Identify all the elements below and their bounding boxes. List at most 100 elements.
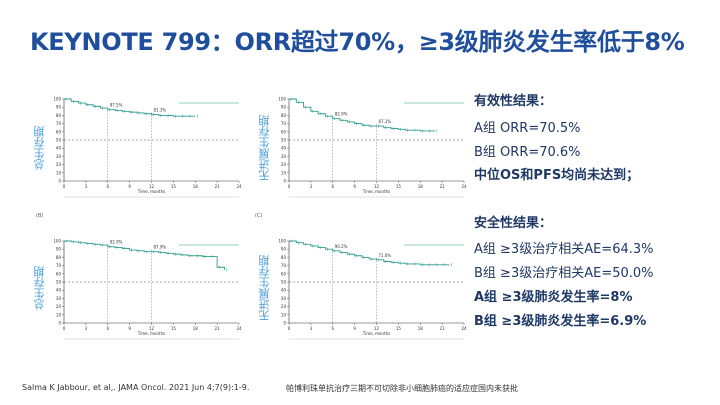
x-axis-title: Time, months <box>362 331 390 336</box>
landmark-label: 82.9% <box>335 112 348 117</box>
km-chart: 0 10 20 30 40 50 60 70 80 90 100 0 3 6 9 12 15 18 21 24 Time… <box>54 233 242 340</box>
x-tick-label: 0 <box>288 184 291 189</box>
x-tick-label: 15 <box>171 326 177 331</box>
y-tick-label: 40 <box>56 288 62 293</box>
y-tick-label: 90 <box>281 105 287 110</box>
y-tick-label: 0 <box>58 179 61 184</box>
y-tick-label: 40 <box>56 146 62 151</box>
survival-curve <box>289 98 435 132</box>
x-tick-label: 9 <box>128 184 131 189</box>
survival-curve <box>64 98 196 117</box>
y-tick-label: 70 <box>56 121 62 126</box>
group-b-orr: B组 ORR=70.6% <box>474 145 581 160</box>
y-tick-label: 40 <box>281 288 287 293</box>
x-tick-label: 3 <box>310 184 313 189</box>
y-tick-label: 80 <box>281 255 287 260</box>
y-tick-label: 60 <box>281 271 287 276</box>
x-tick-label: 24 <box>236 326 242 331</box>
x-tick-label: 15 <box>171 184 177 189</box>
y-tick-label: 60 <box>56 129 62 134</box>
x-tick-label: 21 <box>215 184 221 189</box>
y-tick-label: 40 <box>281 146 287 151</box>
x-axis-title: Time, months <box>362 189 390 194</box>
survival-curve <box>64 240 225 270</box>
landmark-label: 71.6% <box>379 253 392 258</box>
y-tick-label: 100 <box>279 97 286 102</box>
x-tick-label: 12 <box>374 326 380 331</box>
y-tick-label: 20 <box>281 304 287 309</box>
y-tick-label: 70 <box>281 263 287 268</box>
y-tick-label: 20 <box>56 304 62 309</box>
x-axis-title: Time, months <box>137 189 165 194</box>
landmark-label: 67.1% <box>379 119 392 124</box>
km-chart: 0 10 20 30 40 50 60 70 80 90 100 0 3 6 9 12 15 18 21 24 Time… <box>54 91 242 198</box>
citation: Salma K Jabbour, et al,. JAMA Oncol. 202… <box>22 383 250 392</box>
x-tick-label: 6 <box>106 184 109 189</box>
landmark-label: 92.9% <box>110 240 123 245</box>
y-tick-label: 60 <box>281 129 287 134</box>
x-tick-label: 18 <box>193 184 199 189</box>
x-tick-label: 6 <box>106 326 109 331</box>
y-tick-label: 100 <box>54 239 61 244</box>
os-pfs-note: 中位OS和PFS均尚未达到； <box>474 168 640 183</box>
km-plot-pfs-a: 无进展生存期 0 10 20 30 40 50 60 70 80 90 100 0 3 6 9 12 15 18 2… <box>255 85 470 210</box>
group-a-ae: A组 ≥3级治疗相关AE=64.3% <box>474 242 654 257</box>
y-tick-label: 10 <box>56 170 62 175</box>
x-tick-label: 3 <box>310 326 313 331</box>
y-tick-label: 80 <box>56 113 62 118</box>
legend-box <box>404 233 464 241</box>
y-tick-label: 0 <box>283 179 286 184</box>
y-tick-label: 30 <box>281 154 287 159</box>
x-tick-label: 18 <box>418 184 424 189</box>
landmark-label: 87.9% <box>154 245 167 250</box>
y-tick-label: 30 <box>56 296 62 301</box>
x-tick-label: 3 <box>85 184 88 189</box>
y-tick-label: 90 <box>56 105 62 110</box>
x-tick-label: 6 <box>331 184 334 189</box>
x-tick-label: 21 <box>440 326 446 331</box>
safety-header: 安全性结果： <box>474 216 553 231</box>
x-tick-label: 9 <box>128 326 131 331</box>
x-tick-label: 24 <box>461 184 467 189</box>
y-tick-label: 80 <box>281 113 287 118</box>
disclaimer: 帕博利珠单抗治疗三期不可切除非小细胞肺癌的适应症国内未获批 <box>286 384 518 393</box>
panel-tag: (C) <box>255 213 263 219</box>
x-tick-label: 24 <box>236 184 242 189</box>
km-plot-os-b: (B) 总生存期 0 10 20 30 40 50 60 70 80 90 100 0 3 6 9 12 15 1… <box>30 213 245 340</box>
y-axis-label: 总生存期 <box>33 126 46 170</box>
x-axis-title: Time, months <box>137 331 165 336</box>
efficacy-header: 有效性结果： <box>474 94 553 109</box>
x-tick-label: 3 <box>85 326 88 331</box>
y-tick-label: 0 <box>283 321 286 326</box>
y-axis-label: 无进展生存期 <box>258 255 271 321</box>
y-tick-label: 90 <box>56 247 62 252</box>
survival-curve <box>289 240 450 266</box>
x-tick-label: 0 <box>63 326 66 331</box>
y-tick-label: 30 <box>281 296 287 301</box>
y-tick-label: 50 <box>281 280 287 285</box>
y-tick-label: 80 <box>56 255 62 260</box>
y-tick-label: 50 <box>281 138 287 143</box>
y-tick-label: 20 <box>281 162 287 167</box>
km-chart: 0 10 20 30 40 50 60 70 80 90 100 0 3 6 9 12 15 18 21 24 Time… <box>279 91 467 198</box>
group-a-orr: A组 ORR=70.5% <box>474 121 581 136</box>
y-tick-label: 30 <box>56 154 62 159</box>
legend-box <box>404 91 464 99</box>
y-tick-label: 50 <box>56 280 62 285</box>
y-tick-label: 90 <box>281 247 287 252</box>
x-tick-label: 18 <box>193 326 199 331</box>
y-tick-label: 70 <box>281 121 287 126</box>
x-tick-label: 24 <box>461 326 467 331</box>
km-chart: 0 10 20 30 40 50 60 70 80 90 100 0 3 6 9 12 15 18 21 24 Time… <box>279 233 467 340</box>
y-tick-label: 60 <box>56 271 62 276</box>
legend-box <box>179 91 239 99</box>
y-tick-label: 70 <box>56 263 62 268</box>
panel-tag: (B) <box>36 213 44 219</box>
x-tick-label: 0 <box>288 326 291 331</box>
x-tick-label: 6 <box>331 326 334 331</box>
x-tick-label: 21 <box>440 184 446 189</box>
y-axis-label: 无进展生存期 <box>258 115 271 181</box>
group-a-pneumonitis: A组 ≥3级肺炎发生率=8% <box>474 290 633 305</box>
km-plot-pfs-b: (C) 无进展生存期 0 10 20 30 40 50 60 70 80 90 100 0 3 6 9 12 1… <box>255 213 470 340</box>
legend-box <box>179 233 239 241</box>
